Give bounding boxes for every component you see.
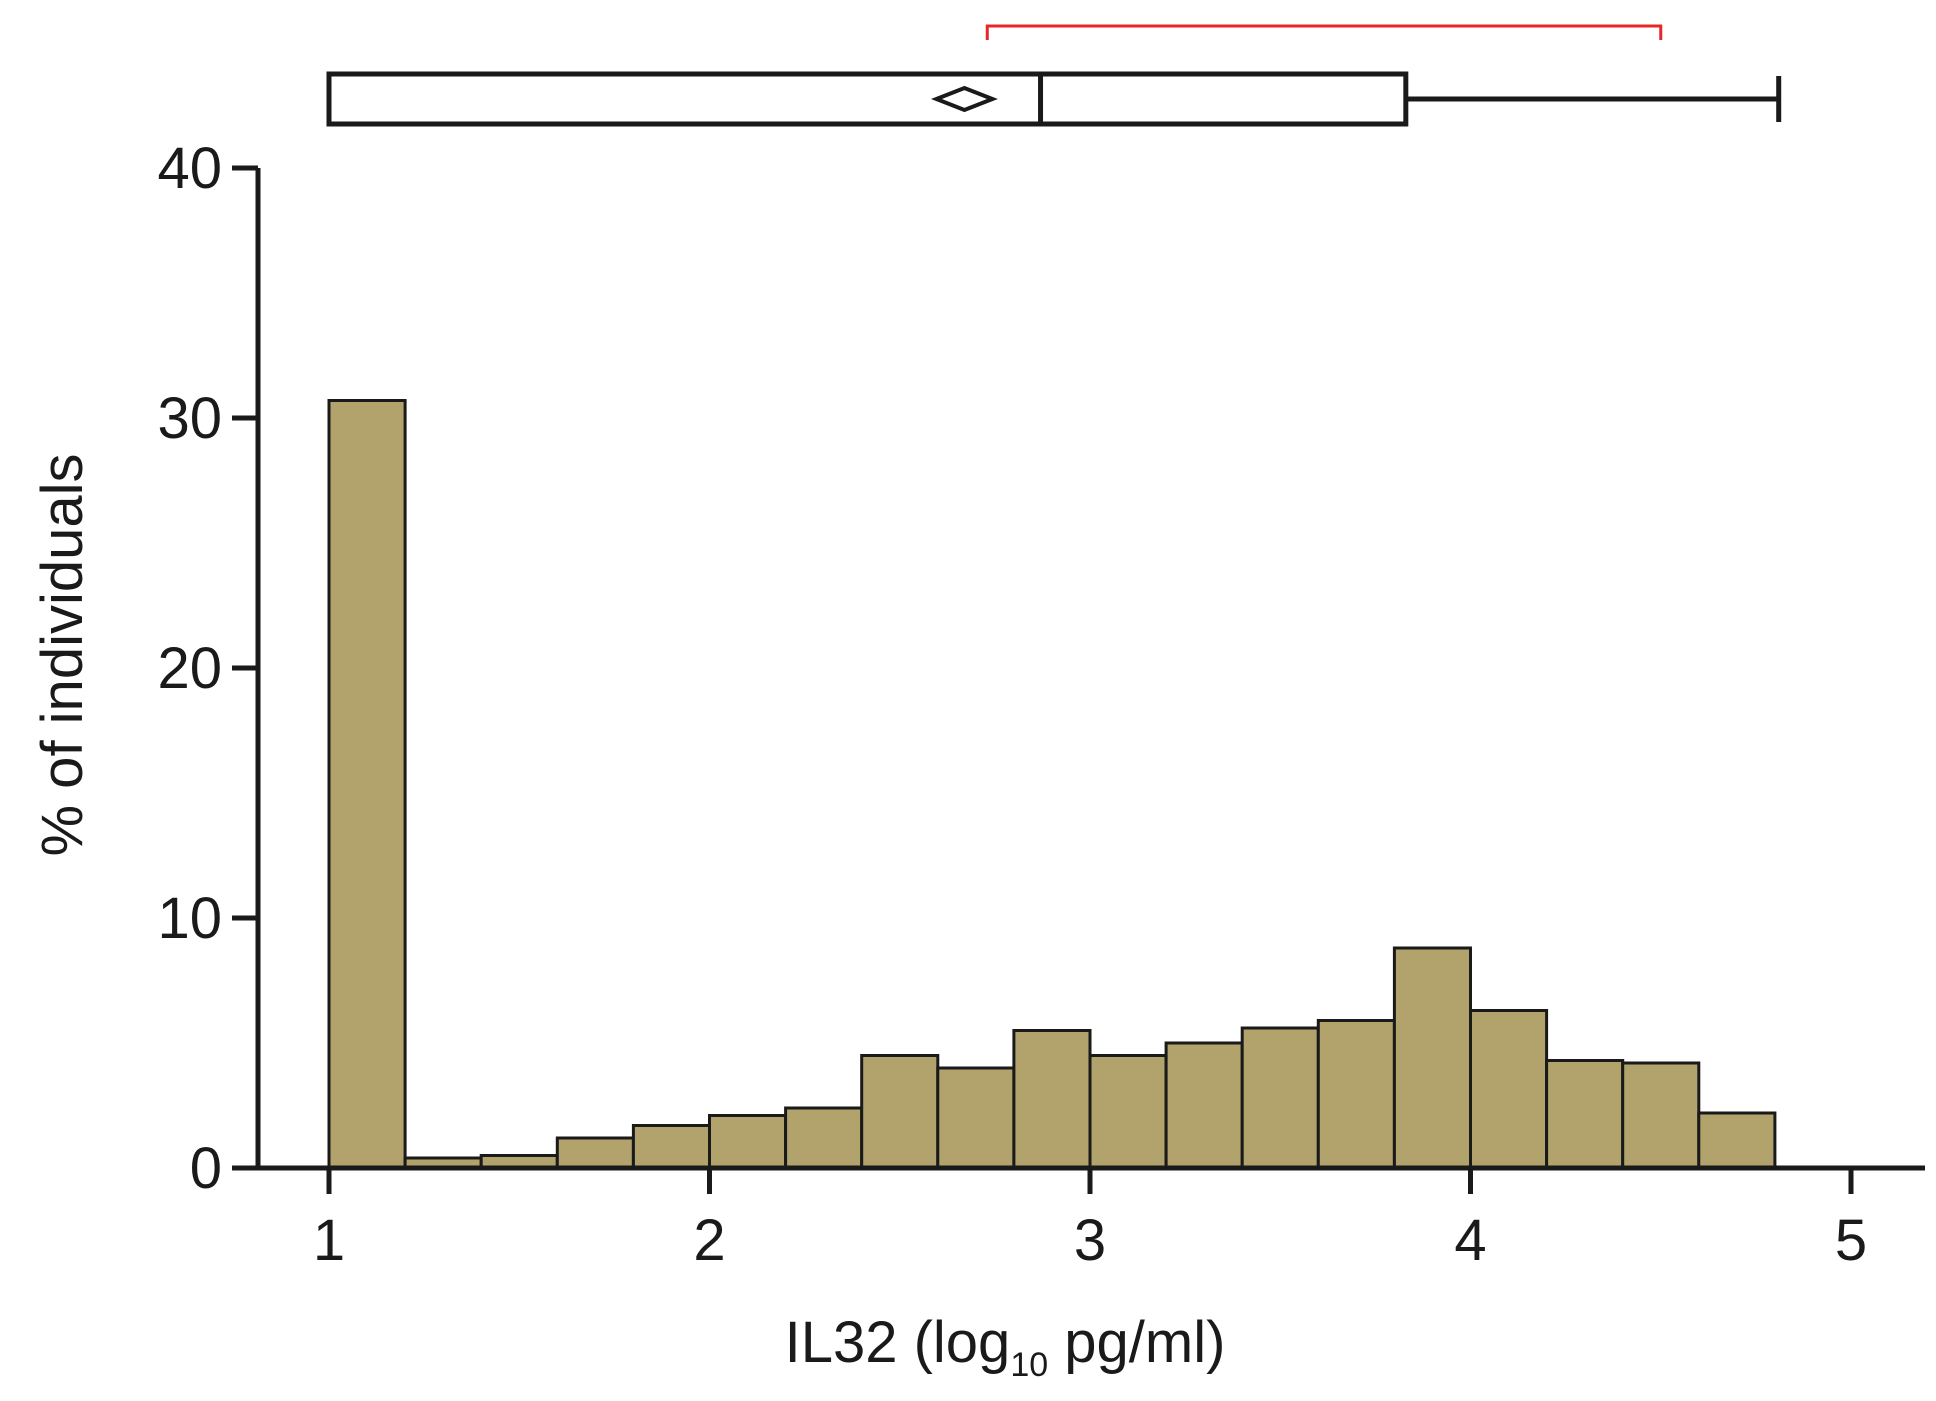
x-tick-label-1: 1 (313, 1208, 345, 1273)
histogram-bar-6 (708, 1114, 788, 1170)
x-tick-label-3: 3 (1074, 1208, 1106, 1273)
y-tick-label-20: 20 (157, 636, 222, 701)
x-tick-label-5: 5 (1835, 1208, 1867, 1273)
x-axis-label: IL32 (log10 pg/ml) (785, 1310, 1226, 1384)
y-tick-label-10: 10 (157, 886, 222, 951)
histogram-bar-18 (1621, 1061, 1701, 1170)
histogram-bar-15 (1392, 946, 1473, 1170)
histogram-bar-16 (1469, 1009, 1549, 1170)
bracket-line (985, 24, 1663, 40)
y-tick-label-30: 30 (157, 386, 222, 451)
histogram-bar-13 (1240, 1026, 1320, 1170)
y-axis-ticks: 0 10 20 30 40 (157, 136, 258, 1201)
x-axis-label-subscript: 10 (1010, 1346, 1048, 1384)
histogram-bar-5 (631, 1124, 712, 1170)
x-tick-label-2: 2 (693, 1208, 725, 1273)
x-axis-label-unit: pg/ml) (1048, 1310, 1225, 1375)
histogram-bar-9 (936, 1066, 1016, 1170)
x-axis-label-main: IL32 (log (785, 1310, 1011, 1375)
x-axis-ticks: 1 2 3 4 5 (313, 1168, 1867, 1273)
axes (255, 168, 1925, 1171)
histogram-bar-14 (1316, 1019, 1396, 1170)
histogram-bars (327, 399, 1777, 1170)
histogram-bar-7 (784, 1106, 864, 1170)
boxplot (326, 71, 1782, 127)
histogram-bar-19 (1697, 1111, 1777, 1170)
y-tick-label-40: 40 (157, 136, 222, 201)
boxplot-box (326, 71, 1409, 127)
y-axis-label: % of individuals (30, 454, 95, 857)
significance-bracket (985, 24, 1663, 40)
histogram-bar-1 (327, 399, 407, 1170)
histogram-bar-17 (1545, 1059, 1625, 1170)
histogram-bar-10 (1012, 1029, 1092, 1170)
y-tick-label-0: 0 (190, 1136, 222, 1201)
histogram-bar-12 (1164, 1041, 1244, 1170)
x-tick-label-4: 4 (1454, 1208, 1486, 1273)
histogram-bar-8 (860, 1054, 940, 1170)
histogram-bar-4 (555, 1136, 635, 1170)
histogram-bar-11 (1088, 1054, 1168, 1170)
boxplot-mean-marker (930, 85, 998, 113)
